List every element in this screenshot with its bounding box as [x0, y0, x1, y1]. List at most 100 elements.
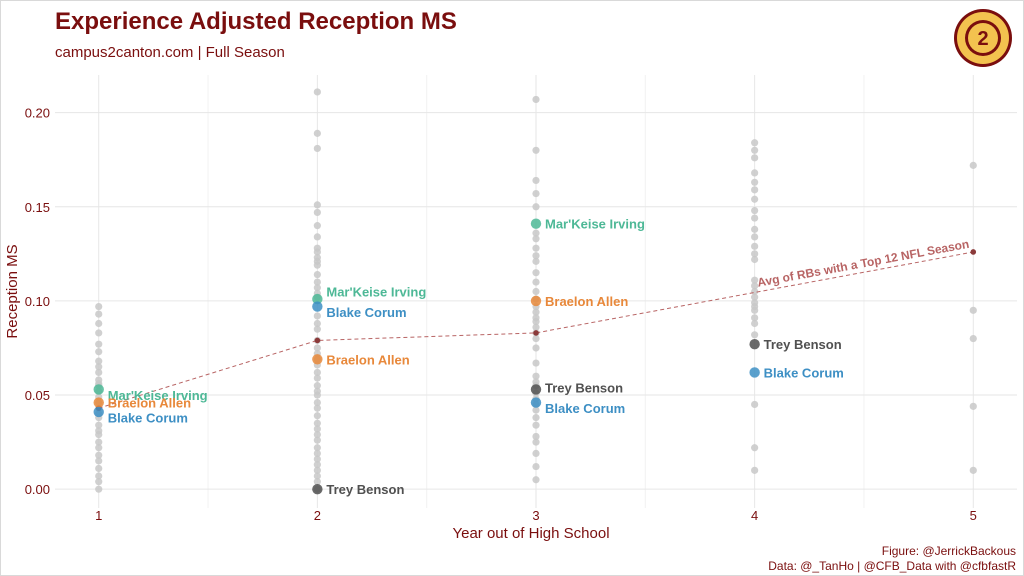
trend-line-label: Avg of RBs with a Top 12 NFL Season — [756, 237, 970, 290]
background-point — [751, 250, 759, 258]
background-point — [313, 248, 321, 256]
background-point — [313, 344, 321, 352]
background-point — [95, 438, 103, 446]
background-point — [532, 476, 540, 484]
background-point — [313, 325, 321, 333]
background-point — [313, 284, 321, 292]
background-point — [313, 412, 321, 420]
player-label: Blake Corum — [326, 305, 406, 320]
chart-subtitle: campus2canton.com | Full Season — [55, 44, 285, 61]
trend-point — [970, 249, 977, 255]
figure-credit: Figure: @JerrickBackous — [881, 544, 1016, 558]
background-point — [313, 233, 321, 241]
background-point — [95, 319, 103, 328]
background-point — [95, 464, 103, 473]
player-label: Blake Corum — [108, 411, 188, 426]
player-label: Braelon Allen — [108, 396, 191, 411]
y-tick-label: 0.10 — [25, 294, 50, 309]
background-point — [313, 261, 321, 269]
background-point — [532, 308, 540, 316]
background-point — [313, 312, 321, 320]
background-point — [95, 457, 103, 465]
background-point — [313, 222, 321, 230]
y-tick-label: 0.00 — [25, 482, 50, 497]
background-point — [532, 462, 540, 471]
chart-title: Experience Adjusted Reception MS — [55, 8, 457, 35]
x-tick-label: 3 — [532, 508, 539, 523]
player-point — [93, 384, 104, 395]
trend-line — [98, 251, 974, 409]
y-axis-title: Reception MS — [4, 244, 21, 338]
background-point — [969, 466, 977, 474]
background-point — [95, 340, 103, 348]
player-label: Braelon Allen — [326, 352, 409, 367]
player-label: Mar'Keise Irving — [108, 388, 208, 403]
background-point — [532, 229, 540, 237]
background-point — [532, 414, 540, 422]
background-point — [751, 169, 759, 177]
background-point — [751, 206, 759, 215]
background-point — [532, 372, 540, 380]
background-point — [751, 319, 759, 328]
player-point — [312, 293, 323, 305]
background-point — [532, 406, 540, 414]
background-point — [313, 425, 321, 433]
background-point — [313, 472, 321, 480]
background-point — [532, 344, 540, 352]
background-point — [313, 88, 321, 96]
background-point — [751, 444, 759, 452]
background-point — [751, 306, 759, 314]
background-point — [313, 461, 321, 469]
background-point — [313, 208, 321, 217]
background-point — [532, 449, 540, 458]
campus2canton-logo: 2 — [954, 9, 1012, 67]
background-point — [95, 363, 103, 371]
background-point — [532, 190, 540, 198]
background-point — [313, 382, 321, 390]
player-label: Trey Benson — [326, 482, 404, 497]
background-point — [532, 323, 540, 331]
player-label: Trey Benson — [764, 337, 842, 352]
background-point — [95, 329, 103, 337]
background-point — [751, 139, 759, 147]
background-point — [532, 432, 540, 441]
player-point — [530, 397, 542, 408]
background-point — [751, 314, 759, 322]
background-point — [532, 334, 540, 343]
background-point — [969, 334, 977, 343]
background-point — [95, 430, 103, 439]
trend-point — [533, 330, 539, 336]
background-point — [751, 233, 759, 241]
background-point — [751, 331, 759, 339]
x-tick-label: 2 — [314, 508, 321, 523]
background-point — [969, 306, 977, 314]
x-tick-label: 4 — [751, 508, 758, 523]
background-point — [532, 244, 540, 252]
background-point — [969, 161, 977, 169]
background-point — [313, 129, 321, 137]
player-label: Braelon Allen — [545, 294, 628, 309]
player-label: Trey Benson — [545, 381, 623, 396]
player-point — [312, 301, 323, 312]
x-tick-label: 5 — [970, 508, 977, 523]
background-point — [313, 436, 321, 444]
background-point — [313, 278, 321, 286]
background-point — [313, 404, 321, 412]
background-point — [532, 95, 540, 104]
trend-point — [314, 337, 321, 344]
background-point — [751, 146, 759, 154]
background-point — [751, 276, 759, 284]
background-point — [313, 478, 321, 486]
background-point — [751, 282, 759, 290]
player-point — [749, 367, 760, 378]
player-point — [93, 406, 104, 418]
player-point — [530, 218, 542, 229]
player-point — [93, 397, 104, 408]
background-point — [313, 319, 321, 328]
background-point — [751, 195, 759, 203]
background-point — [95, 302, 103, 311]
background-point — [751, 225, 759, 233]
background-point — [969, 402, 977, 410]
background-point — [532, 269, 540, 277]
